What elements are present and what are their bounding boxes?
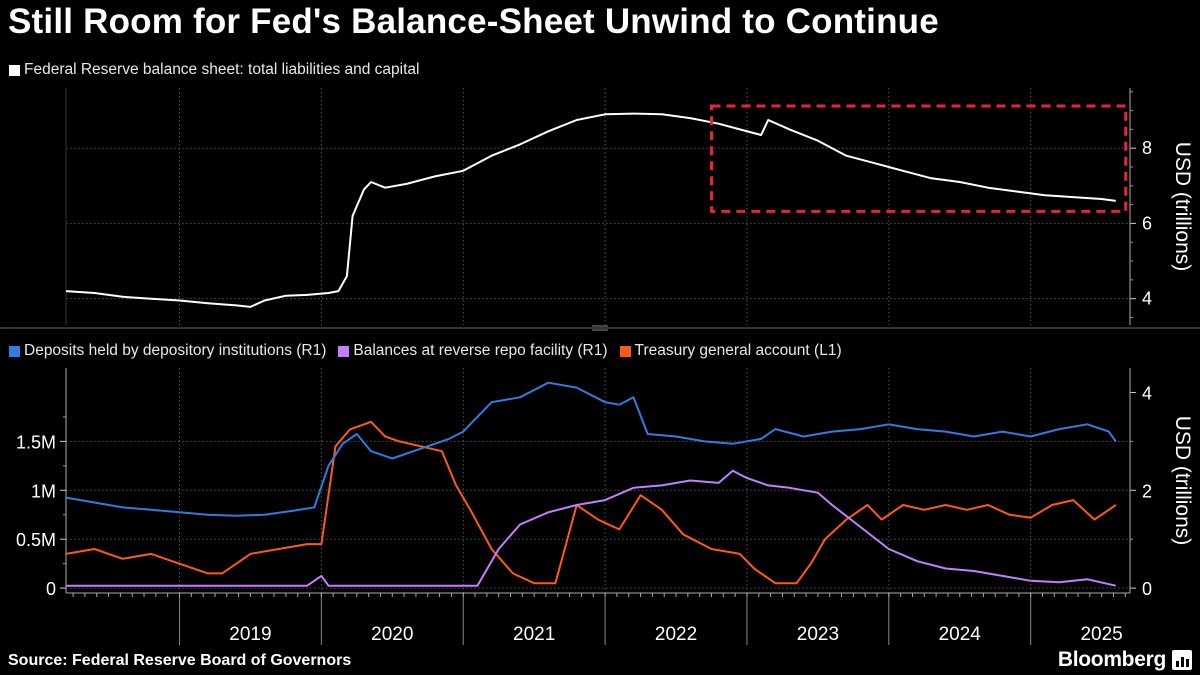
left-y-tick-label: 1M (31, 481, 56, 501)
legend-item-reverse-repo: Balances at reverse repo facility (R1) (338, 342, 608, 360)
chart-title: Still Room for Fed's Balance-Sheet Unwin… (8, 2, 939, 41)
bottom-left-axis: 0 0.5M 1M 1.5M (16, 432, 56, 599)
legend-item-balance-sheet: Federal Reserve balance sheet: total lia… (9, 61, 419, 79)
top-y-tick-label: 8 (1142, 138, 1152, 158)
bottom-x-axis: 2019 2020 2021 2022 2023 2024 2025 (229, 624, 1122, 645)
top-y-tick-label: 6 (1142, 213, 1152, 233)
right-y-tick-label: 0 (1142, 579, 1152, 599)
left-y-tick-label: 1.5M (16, 432, 56, 452)
top-legend: Federal Reserve balance sheet: total lia… (9, 61, 431, 79)
right-y-tick-label: 2 (1142, 481, 1152, 501)
left-y-tick-label: 0 (46, 579, 56, 599)
bottom-y-axis-title: USD (trillions) (1171, 416, 1194, 546)
series-line-reverse-repo (66, 469, 1117, 587)
legend-swatch-deposits (9, 345, 20, 357)
legend-label-deposits: Deposits held by depository institutions… (24, 342, 327, 359)
x-tick-label: 2020 (371, 624, 413, 645)
left-y-tick-label: 0.5M (16, 530, 56, 550)
legend-label-reverse-repo: Balances at reverse repo facility (R1) (353, 342, 608, 359)
bottom-right-axis: 0 2 4 (1142, 383, 1152, 599)
series-line-deposits (65, 381, 1117, 517)
legend-swatch-balance-sheet (9, 64, 20, 76)
series-line-balance-sheet (65, 112, 1116, 308)
legend-swatch-reverse-repo (338, 345, 350, 357)
x-tick-label: 2021 (513, 624, 555, 645)
legend-item-tga: Treasury general account (L1) (619, 342, 842, 360)
legend-label-balance-sheet: Federal Reserve balance sheet: total lia… (24, 61, 420, 78)
bloomberg-chart-icon (1172, 650, 1192, 670)
bloomberg-logo: Bloomberg (1057, 648, 1166, 671)
highlight-box (709, 104, 1128, 213)
top-y-tick-label: 4 (1142, 289, 1152, 309)
legend-label-tga: Treasury general account (L1) (634, 342, 842, 359)
series-line-tga (65, 420, 1117, 585)
legend-item-deposits: Deposits held by depository institutions… (9, 342, 326, 360)
x-tick-label: 2023 (797, 624, 839, 645)
source-note: Source: Federal Reserve Board of Governo… (8, 652, 352, 669)
top-y-axis-title: USD (trillions) (1171, 142, 1194, 272)
right-y-tick-label: 4 (1142, 383, 1152, 403)
x-tick-label: 2024 (939, 624, 982, 645)
x-tick-label: 2025 (1080, 624, 1122, 645)
x-tick-label: 2019 (229, 624, 271, 645)
x-tick-label: 2022 (655, 624, 697, 645)
bottom-legend: Deposits held by depository institutions… (9, 342, 854, 360)
top-y-axis: 4 6 8 (1142, 138, 1152, 308)
legend-swatch-tga (619, 345, 631, 357)
